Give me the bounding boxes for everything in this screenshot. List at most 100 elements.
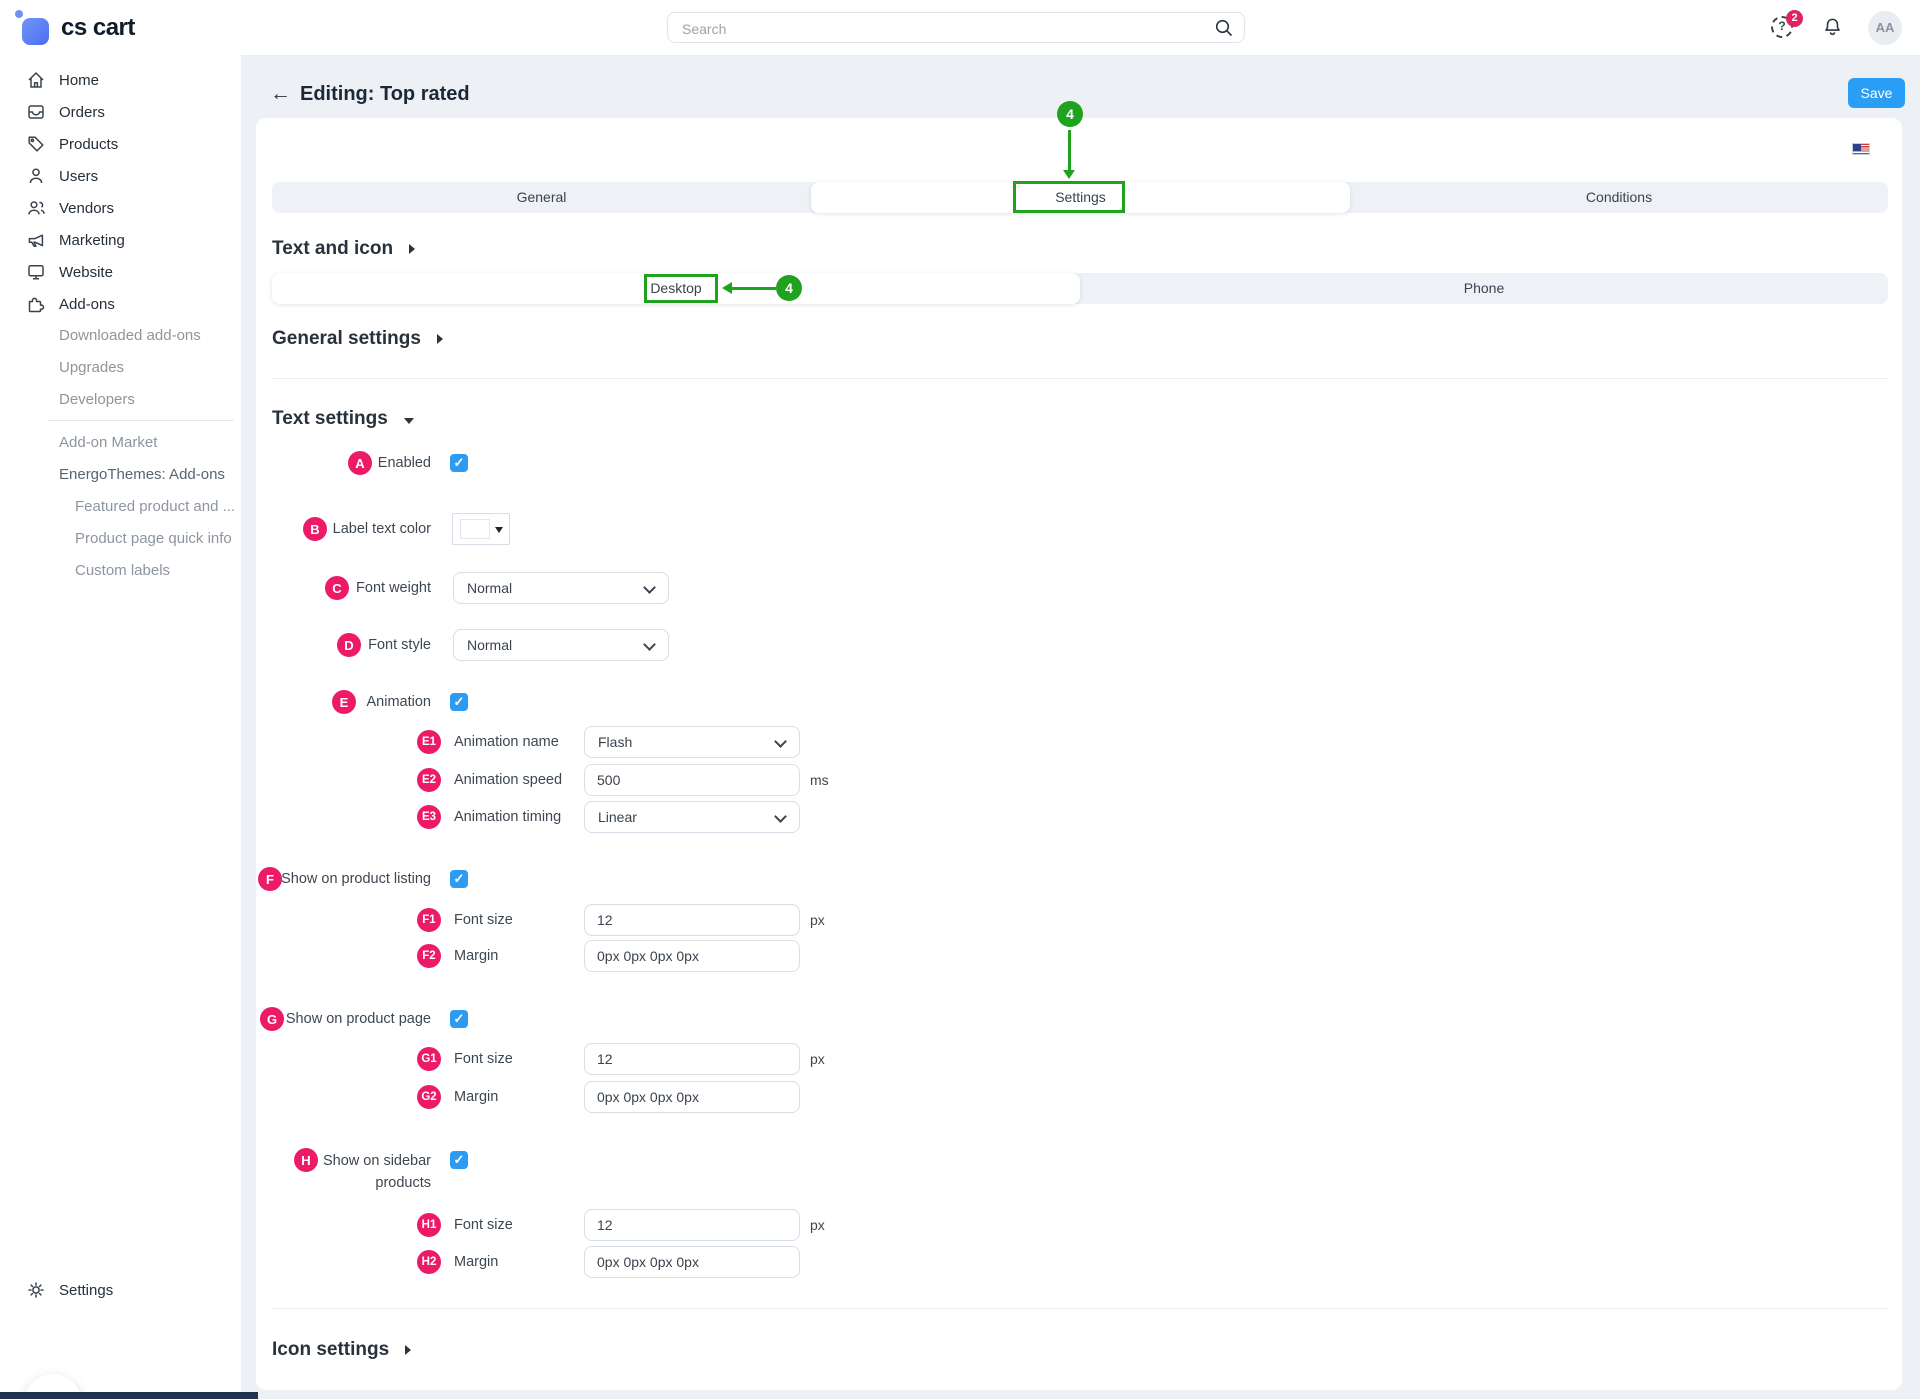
- sidebar-item-website[interactable]: Website: [26, 256, 113, 288]
- puzzle-icon: [28, 297, 45, 313]
- setting-row-show-on-product-page: G Show on product page: [0, 1003, 1920, 1035]
- marker-badge: E1: [417, 730, 441, 754]
- setting-label: Font size: [454, 1217, 513, 1233]
- cscart-logo-icon: [15, 10, 49, 45]
- unit-suffix: px: [810, 1051, 825, 1067]
- tab-phone[interactable]: Phone: [1463, 280, 1505, 296]
- marker-badge: B: [303, 517, 327, 541]
- font-size-input[interactable]: [584, 904, 800, 936]
- search-icon[interactable]: [1214, 18, 1234, 38]
- setting-row-show-on-sidebar-products: H Show on sidebar products: [0, 1148, 1920, 1192]
- bottom-dark-bar: [0, 1392, 258, 1399]
- show-on-sidebar-products-checkbox[interactable]: [450, 1151, 468, 1169]
- show-on-product-listing-checkbox[interactable]: [450, 870, 468, 888]
- font-style-select[interactable]: Normal: [453, 629, 669, 661]
- sidebar-item-home[interactable]: Home: [26, 64, 99, 96]
- section-general-settings[interactable]: General settings: [272, 327, 443, 351]
- setting-row-margin: H2 Margin: [0, 1246, 1920, 1278]
- main-tab-bar: General Settings Conditions: [272, 182, 1888, 213]
- setting-label: Font style: [368, 637, 431, 653]
- device-tab-bar: Desktop Phone: [272, 273, 1888, 304]
- section-text-and-icon[interactable]: Text and icon: [272, 237, 416, 261]
- sidebar-item-product-page-quick-info[interactable]: Product page quick info: [75, 530, 232, 547]
- setting-row-font-style: D Font style Normal: [0, 629, 1920, 661]
- chevron-right-icon: [405, 1345, 412, 1355]
- section-icon-settings[interactable]: Icon settings: [272, 1338, 412, 1362]
- annotation-step-circle: 4: [1057, 101, 1083, 127]
- avatar[interactable]: AA: [1868, 11, 1902, 45]
- section-text-settings[interactable]: Text settings: [272, 407, 414, 431]
- marker-badge: H2: [417, 1250, 441, 1274]
- setting-label: Font size: [454, 1051, 513, 1067]
- sidebar-item-label: Orders: [59, 103, 105, 121]
- setting-label: Show on sidebar products: [322, 1153, 431, 1191]
- animation-checkbox[interactable]: [450, 693, 468, 711]
- sidebar-item-upgrades[interactable]: Upgrades: [59, 359, 125, 376]
- tab-general[interactable]: General: [516, 189, 567, 205]
- caret-down-icon: [495, 527, 503, 533]
- save-button[interactable]: Save: [1848, 78, 1905, 108]
- sidebar-item-developers[interactable]: Developers: [59, 391, 135, 408]
- sidebar-item-featured-product[interactable]: Featured product and ...: [75, 498, 236, 515]
- setting-row-font-size: G1 Font size px: [0, 1043, 1920, 1075]
- cscart-logo[interactable]: cs cart: [14, 8, 135, 48]
- search-input[interactable]: [680, 14, 1204, 43]
- margin-input[interactable]: [584, 940, 800, 972]
- sidebar-item-energothemes[interactable]: EnergoThemes: Add-ons: [59, 466, 225, 483]
- margin-input[interactable]: [584, 1081, 800, 1113]
- marker-badge: G: [260, 1007, 284, 1031]
- unit-suffix: ms: [810, 772, 829, 788]
- setting-row-animation: E Animation: [0, 686, 1920, 718]
- label-text-color-picker[interactable]: [452, 513, 510, 545]
- sidebar-item-addon-market[interactable]: Add-on Market: [59, 434, 158, 451]
- annotation-arrow-line: [1068, 130, 1071, 170]
- sidebar-item-settings[interactable]: Settings: [26, 1274, 113, 1306]
- sidebar-item-custom-labels[interactable]: Custom labels: [75, 562, 171, 579]
- user-icon: [29, 168, 43, 184]
- setting-label: Enabled: [377, 455, 431, 471]
- marker-badge: E3: [417, 805, 441, 829]
- bell-icon[interactable]: [1821, 15, 1844, 39]
- marker-badge: F: [258, 867, 282, 891]
- setting-row-show-on-product-listing: F Show on product listing: [0, 863, 1920, 895]
- animation-speed-input[interactable]: [584, 764, 800, 796]
- annotation-settings-box: [1013, 181, 1125, 213]
- section-title: Text and icon: [272, 238, 394, 259]
- content-card: [256, 118, 1902, 1390]
- sidebar-item-orders[interactable]: Orders: [26, 96, 105, 128]
- section-divider: [272, 1308, 1888, 1309]
- help-badge: 2: [1786, 10, 1803, 27]
- sidebar-item-addons[interactable]: Add-ons: [26, 288, 115, 320]
- search-box[interactable]: [667, 12, 1245, 43]
- setting-row-font-size: F1 Font size px: [0, 904, 1920, 936]
- setting-label: Font weight: [356, 580, 431, 596]
- sidebar-divider: [48, 420, 234, 421]
- sidebar-item-vendors[interactable]: Vendors: [26, 192, 114, 224]
- sidebar-item-label: Home: [59, 71, 100, 89]
- animation-timing-select[interactable]: Linear: [584, 801, 800, 833]
- setting-label: Margin: [454, 1254, 499, 1270]
- megaphone-icon: [28, 234, 44, 247]
- setting-row-animation-speed: E2 Animation speed ms: [0, 764, 1920, 796]
- sidebar-item-downloaded-addons[interactable]: Downloaded add-ons: [59, 327, 201, 344]
- margin-input[interactable]: [584, 1246, 800, 1278]
- users-icon: [28, 201, 45, 215]
- font-size-input[interactable]: [584, 1043, 800, 1075]
- setting-label: Label text color: [332, 521, 431, 537]
- animation-name-select[interactable]: Flash: [584, 726, 800, 758]
- sidebar-item-label: Website: [59, 263, 113, 281]
- enabled-checkbox[interactable]: [450, 454, 468, 472]
- show-on-product-page-checkbox[interactable]: [450, 1010, 468, 1028]
- sidebar-item-users[interactable]: Users: [26, 160, 98, 192]
- tab-settings[interactable]: Settings: [811, 182, 1350, 213]
- sidebar-item-marketing[interactable]: Marketing: [26, 224, 125, 256]
- us-flag-icon[interactable]: [1852, 143, 1870, 155]
- tab-desktop[interactable]: Desktop: [272, 273, 1080, 304]
- tab-conditions[interactable]: Conditions: [1585, 189, 1653, 205]
- sidebar-item-products[interactable]: Products: [26, 128, 118, 160]
- back-arrow-icon[interactable]: ←: [270, 82, 291, 105]
- font-weight-select[interactable]: Normal: [453, 572, 669, 604]
- marker-badge: D: [337, 633, 361, 657]
- font-size-input[interactable]: [584, 1209, 800, 1241]
- top-bar: cs cart 2 AA: [0, 0, 1920, 56]
